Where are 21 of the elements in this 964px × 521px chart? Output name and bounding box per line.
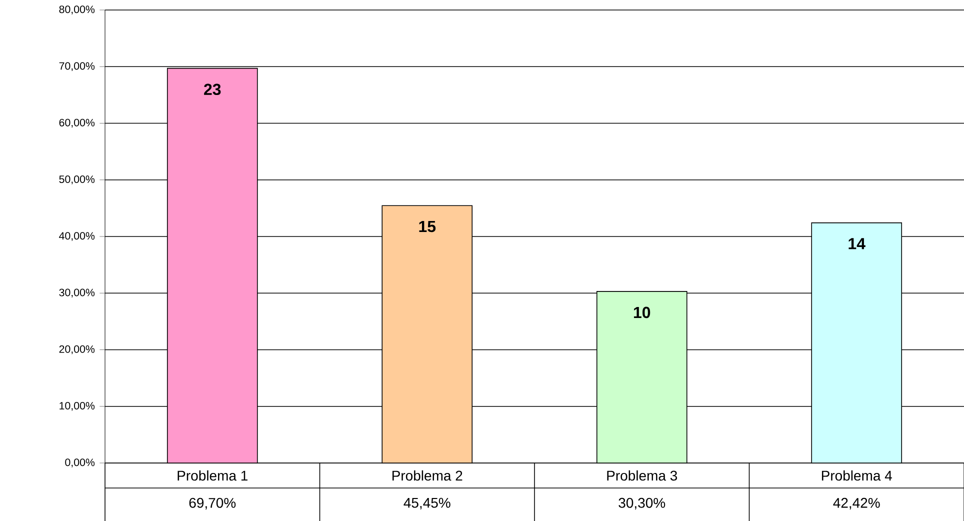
- data-label: 30,30%: [618, 498, 666, 510]
- data-label: 42,42%: [833, 498, 880, 510]
- annotation: 14: [848, 238, 866, 250]
- annotation: 23: [204, 84, 221, 96]
- y-tick-label: 80,00%: [59, 6, 95, 14]
- y-tick-label: 40,00%: [59, 232, 95, 241]
- y-tick-label: 20,00%: [59, 345, 95, 354]
- annotation: 15: [419, 221, 436, 232]
- y-tick-label: 50,00%: [59, 175, 95, 184]
- y-tick-label: 60,00%: [59, 118, 95, 128]
- data-label: 69,70%: [189, 498, 236, 510]
- x-tick-label: Problema 2: [392, 470, 462, 481]
- x-tick-label: Problema 1: [178, 470, 248, 481]
- annotation: 10: [634, 306, 650, 318]
- y-tick-label: 30,00%: [59, 288, 95, 298]
- y-tick-label: 70,00%: [59, 62, 95, 72]
- x-tick-label: Problema 4: [822, 470, 892, 481]
- y-tick-label: 10,00%: [60, 402, 95, 411]
- data-label: 45,45%: [404, 498, 450, 510]
- y-tick-label: 0,00%: [65, 458, 95, 468]
- x-tick-label: Problema 3: [607, 470, 678, 481]
